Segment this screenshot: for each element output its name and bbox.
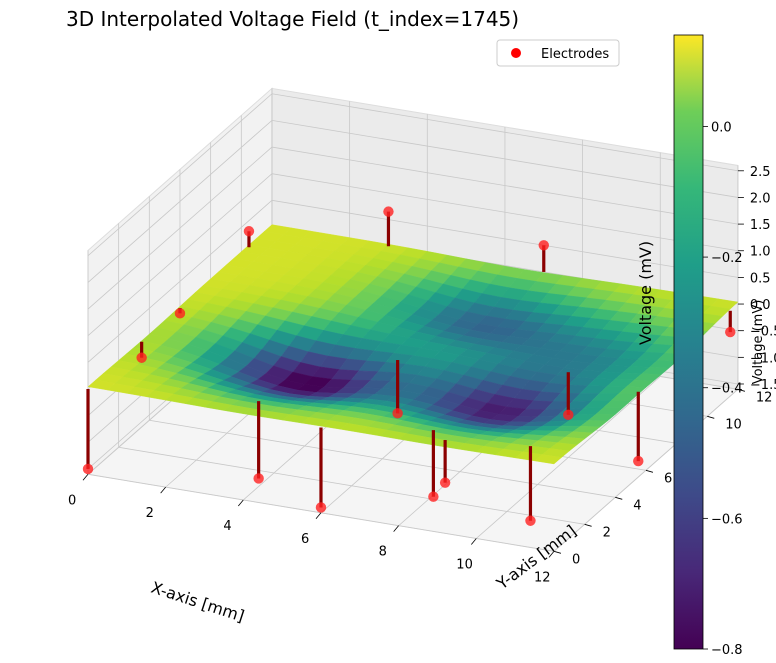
electrode-marker xyxy=(82,463,94,475)
z-tick-label: −1.5 xyxy=(750,378,776,393)
y-tick-mark xyxy=(553,550,562,554)
y-tick-label: 2 xyxy=(603,525,611,540)
x-tick-label: 2 xyxy=(146,506,154,521)
colorbar-tick-label: 0.0 xyxy=(711,120,732,135)
x-tick-label: 8 xyxy=(379,545,387,560)
electrode-marker xyxy=(538,240,549,251)
x-axis-label: X-axis [mm] xyxy=(149,578,247,626)
gridline-z xyxy=(87,173,738,337)
legend-box xyxy=(496,39,620,67)
y-tick-mark xyxy=(707,415,715,419)
y-tick-label: 0 xyxy=(572,552,580,567)
surface-cell xyxy=(534,454,563,465)
y-tick-mark xyxy=(645,469,654,473)
x-tick-label: 4 xyxy=(223,519,231,534)
electrode-marker xyxy=(633,455,644,467)
colorbar: 0.0 −0.2 −0.4 −0.6 −0.8 Voltage (mV) xyxy=(673,34,766,658)
y-tick-label: 12 xyxy=(756,390,773,405)
x-tick-mark xyxy=(393,525,399,532)
electrode-marker xyxy=(439,477,451,488)
z-tick-label: 2.5 xyxy=(750,165,771,180)
x-tick-mark xyxy=(315,512,322,520)
colorbar-tick-label: −0.2 xyxy=(711,251,743,266)
gridline-z xyxy=(87,93,738,257)
legend-marker xyxy=(511,48,521,58)
y-tick-mark xyxy=(615,496,623,500)
electrode-marker xyxy=(392,408,403,419)
electrode-markers xyxy=(82,162,736,526)
electrode-marker xyxy=(525,515,536,526)
x-tick-label: 12 xyxy=(534,570,551,585)
electrode-marker xyxy=(383,206,394,217)
x-tick-mark xyxy=(160,486,166,494)
colorbar-label: Voltage (mV) xyxy=(751,300,766,385)
legend: Electrodes xyxy=(496,39,620,67)
y-tick-label: 4 xyxy=(633,498,641,513)
x-tick-label: 0 xyxy=(68,493,76,508)
x-tick-mark xyxy=(470,538,477,545)
z-tick-label: 0.0 xyxy=(750,298,771,313)
colorbar-gradient xyxy=(673,34,704,650)
colorbar-ticks: 0.0 −0.2 −0.4 −0.6 −0.8 xyxy=(703,120,743,658)
electrode-marker xyxy=(563,409,574,421)
electrode-marker xyxy=(243,226,255,237)
gridline-z xyxy=(87,119,738,283)
electrode-marker xyxy=(136,352,147,363)
colorbar-tick-label: −0.4 xyxy=(711,382,743,397)
axis-ticks: 024681012024681012−1.5−1.0−0.50.00.51.01… xyxy=(68,165,776,586)
y-tick-label: 6 xyxy=(664,471,672,486)
y-tick-label: 10 xyxy=(725,417,742,432)
z-tick-label: 2.0 xyxy=(750,191,771,206)
x-tick-label: 10 xyxy=(456,557,473,572)
y-tick-mark xyxy=(584,523,592,527)
z-tick-label: −1.0 xyxy=(750,351,776,366)
electrode-marker xyxy=(725,326,736,338)
x-tick-mark xyxy=(82,474,89,481)
electrode-marker xyxy=(174,308,186,319)
legend-label: Electrodes xyxy=(541,47,609,62)
gridline-z xyxy=(87,199,738,363)
x-tick-label: 6 xyxy=(301,532,309,547)
colorbar-tick-label: −0.6 xyxy=(711,512,743,527)
electrode-marker xyxy=(253,473,264,484)
z-tick-label: −0.5 xyxy=(750,325,776,340)
x-tick-mark xyxy=(238,499,244,507)
colorbar-tick-label: −0.8 xyxy=(711,643,743,658)
y-tick-mark xyxy=(737,388,746,392)
z-tick-label: 0.5 xyxy=(750,271,771,286)
gridline-z xyxy=(87,146,738,310)
z-tick-label: 1.5 xyxy=(750,218,771,233)
electrode-marker xyxy=(315,502,327,513)
x-tick-mark xyxy=(548,551,555,558)
electrode-marker xyxy=(428,491,439,502)
z-axis-label: Voltage (mV) xyxy=(636,241,655,345)
chart-title: 3D Interpolated Voltage Field (t_index=1… xyxy=(66,7,519,31)
z-tick-label: 1.0 xyxy=(750,245,771,260)
